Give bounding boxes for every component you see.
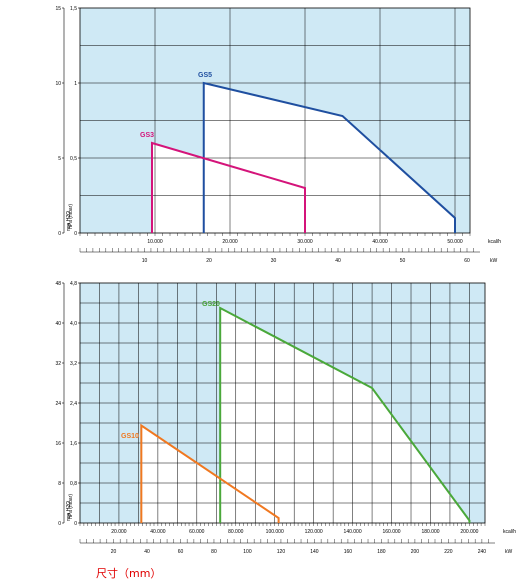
y-right-tick-label: 2,4 [70, 401, 77, 407]
x-kw-tick-label: 40 [335, 258, 341, 264]
x-kw-tick-label: 180 [377, 549, 386, 555]
y-left-tick-label: 15 [55, 6, 61, 12]
y-left-tick-label: 40 [55, 321, 61, 327]
x-kw-tick-label: 20 [111, 549, 117, 555]
y-axes: 0 8 16 24 32 40 48 0 0,8 1,6 2,4 3,2 4,0 4,8 mm H2OhPa… [55, 281, 80, 527]
x-kw-unit: kW [490, 258, 498, 264]
grid [80, 8, 470, 233]
y-right-tick-label: 0 [74, 521, 77, 527]
series-label-gs20: GS20 [202, 301, 220, 308]
y-right-tick-label: 0,8 [70, 481, 77, 487]
y-right-tick-label: 4,8 [70, 281, 77, 287]
x-kw-tick-label: 100 [243, 549, 252, 555]
x-axis-kw: 20 40 60 80 100 120 140 160 180 200 220 240 kW [79, 539, 513, 555]
series-line-gs20 [219, 306, 471, 523]
x-kw-tick-label: 10 [142, 258, 148, 264]
y-axis-title-hpa: hPa (mbar) [68, 204, 74, 229]
y-right-tick-label: 4,0 [70, 321, 77, 327]
y-axis-title-mmh2o: mm H2O [66, 211, 72, 231]
x-kcal-tick-label: 100.000 [266, 529, 284, 535]
chart-2: GS20 GS10 0 8 16 24 32 40 48 0 0,8 1,6 2,4 3,2 4,0 4,8 m… [55, 281, 516, 555]
series-line-gs3 [151, 141, 306, 233]
y-left-tick-label: 16 [55, 441, 61, 447]
y-left-tick-label: 10 [55, 81, 61, 87]
y-axis-title-mmh2o: mm H2O [66, 501, 72, 521]
y-axis-title-hpa: hPa (mbar) [68, 494, 74, 519]
x-kw-tick-label: 240 [478, 549, 487, 555]
x-kw-tick-label: 220 [444, 549, 453, 555]
x-kcal-tick-label: 40.000 [150, 529, 166, 535]
series-label-gs5: GS5 [198, 72, 212, 79]
x-kw-tick-label: 60 [464, 258, 470, 264]
x-kw-tick-label: 140 [310, 549, 319, 555]
x-kcal-tick-label: 20.000 [111, 529, 127, 535]
x-kw-tick-label: 50 [400, 258, 406, 264]
y-right-tick-label: 1,6 [70, 441, 77, 447]
y-right-tick-label: 0 [74, 231, 77, 237]
x-axis-kcal: 10.000 20.000 30.000 40.000 50.000 kcal/h [79, 233, 501, 245]
y-left-tick-label: 24 [55, 401, 61, 407]
x-kcal-tick-label: 10.000 [147, 239, 163, 245]
x-kw-tick-label: 20 [206, 258, 212, 264]
y-left-tick-label: 8 [58, 481, 61, 487]
x-kcal-unit: kcal/h [488, 239, 501, 245]
x-kcal-tick-label: 160.000 [382, 529, 400, 535]
y-left-tick-label: 48 [55, 281, 61, 287]
x-kcal-tick-label: 120.000 [305, 529, 323, 535]
x-kcal-tick-label: 30.000 [297, 239, 313, 245]
y-right-tick-label: 1,5 [70, 6, 77, 12]
x-kw-tick-label: 30 [271, 258, 277, 264]
x-kcal-tick-label: 80.000 [228, 529, 244, 535]
x-kcal-tick-label: 140.000 [344, 529, 362, 535]
x-kcal-tick-label: 60.000 [189, 529, 205, 535]
y-left-tick-label: 0 [58, 231, 61, 237]
x-kw-tick-label: 160 [344, 549, 353, 555]
y-right-tick-label: 1 [74, 81, 77, 87]
series-area-gs10 [141, 425, 279, 523]
y-left-tick-label: 5 [58, 156, 61, 162]
x-kw-tick-label: 120 [277, 549, 286, 555]
x-kcal-tick-label: 40.000 [372, 239, 388, 245]
y-left-tick-label: 0 [58, 521, 61, 527]
x-axis-kcal: 20.000 40.000 60.000 80.000 100.000 120.000 14… [79, 523, 516, 535]
x-kw-tick-label: 80 [211, 549, 217, 555]
series-label-gs3: GS3 [140, 132, 154, 139]
x-axis-kw: 10 20 30 40 50 60 kW [79, 248, 498, 264]
series-area-gs3 [152, 143, 305, 233]
x-kw-unit: kW [505, 549, 513, 555]
x-kcal-unit: kcal/h [503, 529, 516, 535]
series-line-gs10 [140, 423, 280, 523]
series-area-gs20 [220, 308, 470, 523]
y-right-tick-label: 0,5 [70, 156, 77, 162]
y-right-tick-label: 3,2 [70, 361, 77, 367]
x-kcal-tick-label: 200.000 [460, 529, 478, 535]
dimension-caption: 尺寸（mm） [96, 567, 162, 580]
x-kw-tick-label: 60 [178, 549, 184, 555]
series-line-gs5 [202, 81, 456, 233]
series-label-gs10: GS10 [121, 433, 139, 440]
x-kw-tick-label: 40 [144, 549, 150, 555]
x-kw-tick-label: 200 [411, 549, 420, 555]
grid [80, 283, 485, 523]
x-kcal-tick-label: 180.000 [421, 529, 439, 535]
x-kcal-tick-label: 20.000 [222, 239, 238, 245]
y-left-tick-label: 32 [55, 361, 61, 367]
x-kcal-tick-label: 50.000 [447, 239, 463, 245]
